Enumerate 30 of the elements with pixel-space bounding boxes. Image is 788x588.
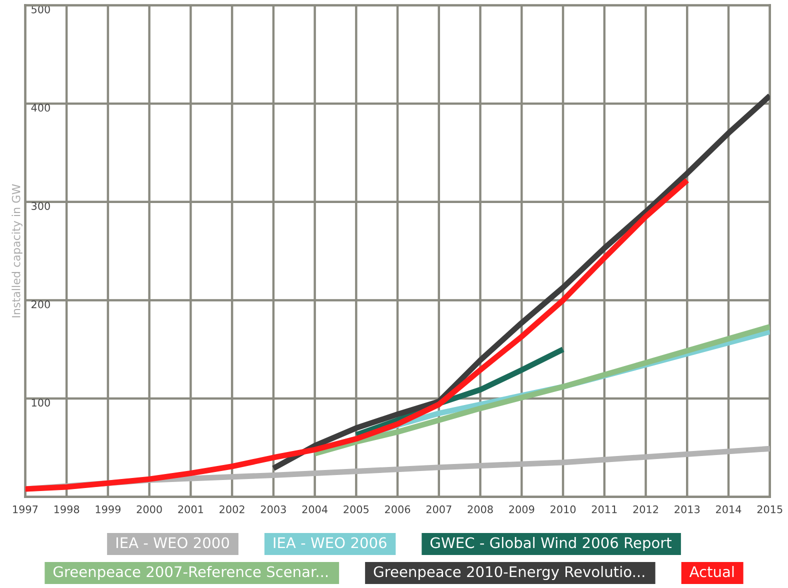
x-tick-label: 2007: [426, 505, 452, 514]
x-tick-label: 2009: [509, 505, 534, 514]
text: Greenpeace 2010-Energy Revolutio...: [374, 566, 644, 580]
x-tick-label: 2010: [550, 505, 576, 514]
y-tick-label: 300: [32, 202, 50, 210]
y-tick-label: 100: [32, 398, 50, 407]
x-tick-label: 2012: [633, 505, 658, 514]
text: IEA - WEO 2000: [116, 537, 229, 548]
x-tick-label: 2003: [260, 505, 286, 514]
x-tick-label: 1999: [96, 505, 120, 514]
x-tick-label: 2005: [344, 505, 369, 514]
x-tick-label: 2015: [757, 505, 782, 514]
x-tick-label: 1998: [54, 505, 80, 514]
x-tick-label: 2011: [592, 505, 617, 514]
x-tick-label: 2001: [178, 505, 203, 514]
x-tick-label: 2006: [385, 505, 410, 514]
y-tick-label: 400: [31, 104, 50, 112]
text: Greenpeace 2007-Reference Scenar...: [54, 566, 328, 580]
y-tick-label: 200: [32, 300, 50, 308]
text: IEA - WEO 2006: [274, 537, 386, 548]
y-axis-title: Installed capacity in GW: [12, 184, 22, 318]
x-tick-label: 2008: [468, 505, 493, 514]
x-tick-label: 1997: [13, 505, 38, 514]
text: Actual: [689, 566, 734, 578]
x-tick-label: 2013: [674, 505, 700, 514]
x-tick-label: 2000: [136, 505, 162, 514]
x-tick-label: 2014: [716, 505, 742, 514]
x-tick-label: 2004: [302, 505, 328, 514]
x-tick-label: 2002: [220, 505, 244, 514]
text: GWEC - Global Wind 2006 Report: [430, 536, 672, 552]
